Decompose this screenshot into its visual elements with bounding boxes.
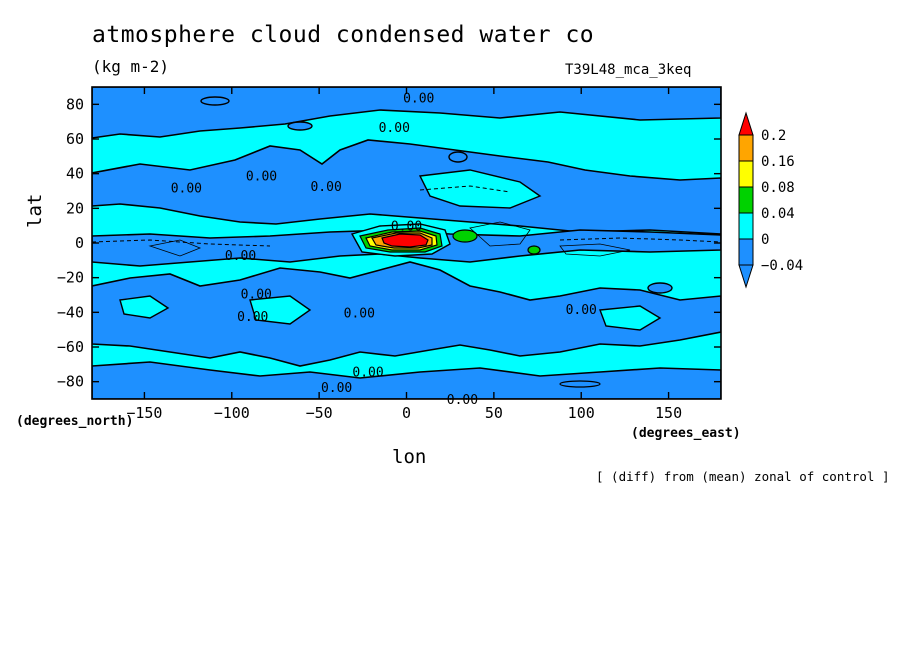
contour-label: 0.00 <box>403 91 434 106</box>
negative-region-southern <box>92 261 721 367</box>
green-patch-1 <box>452 229 478 243</box>
x-tick-label: −50 <box>306 404 333 422</box>
cyan-island-3 <box>119 295 170 319</box>
y-tick-label: 60 <box>66 130 84 148</box>
blue-blob-1 <box>200 96 230 106</box>
chart-title: atmosphere cloud condensed water co <box>92 22 595 48</box>
contour-label: 0.00 <box>352 365 383 380</box>
contour-label: 0.00 <box>246 169 277 184</box>
colorbar: 0.2 0.16 0.08 0.04 0 −0.04 <box>738 111 803 289</box>
x-tick-label: 50 <box>485 404 503 422</box>
contour-label: 0.00 <box>344 306 375 321</box>
x-axis-units: (degrees_east) <box>631 426 741 441</box>
diff-note: [ (diff) from (mean) zonal of control ] <box>596 469 890 484</box>
contour-label: 0.00 <box>310 180 341 195</box>
y-tick-label: −80 <box>57 373 84 391</box>
x-axis-ticks: −150 −100 −50 0 50 100 150 <box>126 87 682 422</box>
y-tick-label: 80 <box>66 95 84 113</box>
cyan-island-1 <box>418 169 542 209</box>
y-axis-ticks: −80 −60 −40 −20 0 20 40 60 80 <box>57 95 721 391</box>
colorbar-band <box>738 238 754 266</box>
blue-blob-3 <box>448 151 468 163</box>
colorbar-band <box>738 186 754 214</box>
colorbar-level-label: 0.04 <box>761 206 795 222</box>
colorbar-band <box>738 160 754 188</box>
colorbar-level-label: 0.08 <box>761 180 795 196</box>
y-tick-label: 0 <box>75 234 84 252</box>
x-axis-label: lon <box>392 446 427 468</box>
y-tick-label: −40 <box>57 303 84 321</box>
thin-contour-lines <box>148 221 631 257</box>
colorbar-top-triangle <box>738 111 754 136</box>
contour-label: 0.00 <box>237 310 268 325</box>
contour-label: 0.00 <box>379 121 410 136</box>
y-tick-label: −60 <box>57 338 84 356</box>
colorbar-level-label: 0.16 <box>761 154 795 170</box>
colorbar-level-label: 0 <box>761 232 769 248</box>
contour-label: 0.00 <box>321 381 352 396</box>
contour-label-group: 0.000.000.000.000.000.000.000.000.000.00… <box>171 91 597 408</box>
positive-core-red <box>381 233 429 248</box>
contour-label: 0.00 <box>447 393 478 408</box>
field-layer <box>92 87 721 399</box>
contour-label: 0.00 <box>225 249 256 264</box>
colorbar-band <box>738 134 754 162</box>
contour-label: 0.00 <box>241 287 272 302</box>
contour-label: 0.00 <box>566 303 597 318</box>
x-tick-label: −150 <box>126 404 162 422</box>
units-label: (kg m-2) <box>92 57 170 76</box>
contour-label: 0.00 <box>391 220 422 235</box>
y-tick-label: −20 <box>57 269 84 287</box>
blue-blob-4 <box>647 282 673 294</box>
negative-region-northern-mid <box>92 139 721 235</box>
run-name: T39L48_mca_3keq <box>565 62 692 78</box>
y-tick-label: 20 <box>66 199 84 217</box>
negative-region-antarctic <box>92 361 721 399</box>
x-tick-label: 100 <box>568 404 595 422</box>
x-tick-label: −100 <box>214 404 250 422</box>
colorbar-band <box>738 212 754 240</box>
dashed-contour-equator <box>92 185 721 247</box>
colorbar-bottom-triangle <box>738 264 754 289</box>
green-patch-2 <box>527 245 541 255</box>
contour-label: 0.00 <box>171 182 202 197</box>
colorbar-level-label: −0.04 <box>761 258 803 274</box>
negative-region-north-arctic <box>92 87 721 139</box>
y-tick-label: 40 <box>66 165 84 183</box>
x-tick-label: 150 <box>655 404 682 422</box>
x-tick-label: 0 <box>402 404 411 422</box>
y-axis-units: (degrees_north) <box>16 414 134 429</box>
colorbar-level-label: 0.2 <box>761 128 786 144</box>
cyan-island-2 <box>249 295 312 325</box>
blue-blob-5 <box>559 380 601 388</box>
blue-blob-2 <box>287 121 313 131</box>
cyan-island-4 <box>599 305 662 331</box>
